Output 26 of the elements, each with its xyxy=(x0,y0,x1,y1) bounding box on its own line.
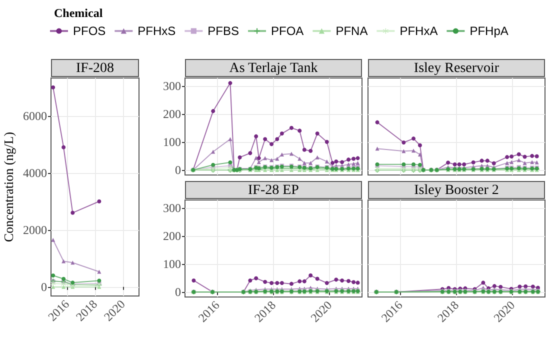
legend-label: PFBS xyxy=(208,24,240,38)
legend-label: PFHpA xyxy=(470,24,508,38)
y-tick-label: 0 xyxy=(175,162,181,177)
legend-label: PFOA xyxy=(271,24,304,38)
y-tick-label: 100 xyxy=(163,256,181,271)
y-tick-label: 100 xyxy=(163,134,181,149)
legend-label: PFHxS xyxy=(138,24,176,38)
y-tick-label: 200 xyxy=(163,228,181,243)
y-tick-label: 6000 xyxy=(23,108,47,123)
y-tick-label: 2000 xyxy=(23,222,47,237)
chart-title: As Terlaje Tank xyxy=(185,59,362,77)
legend-label: PFHxA xyxy=(400,24,438,38)
legend-label: PFNA xyxy=(336,24,368,38)
legend-title: Chemical xyxy=(54,6,103,21)
chart-title: IF-28 EP xyxy=(185,181,362,199)
chart-title: Isley Booster 2 xyxy=(368,181,545,199)
y-tick-label: 300 xyxy=(163,200,181,215)
y-tick-label: 0 xyxy=(41,280,47,294)
y-tick-label: 0 xyxy=(175,284,181,299)
legend-label: PFOS xyxy=(73,24,106,38)
y-tick-label: 300 xyxy=(163,78,181,93)
chart-title: Isley Reservoir xyxy=(368,59,545,77)
y-tick-label: 4000 xyxy=(23,166,47,180)
y-axis-title: Concentration (ng/L) xyxy=(1,132,16,242)
y-tick-label: 200 xyxy=(163,106,181,121)
chart-title: IF-208 xyxy=(51,59,139,77)
